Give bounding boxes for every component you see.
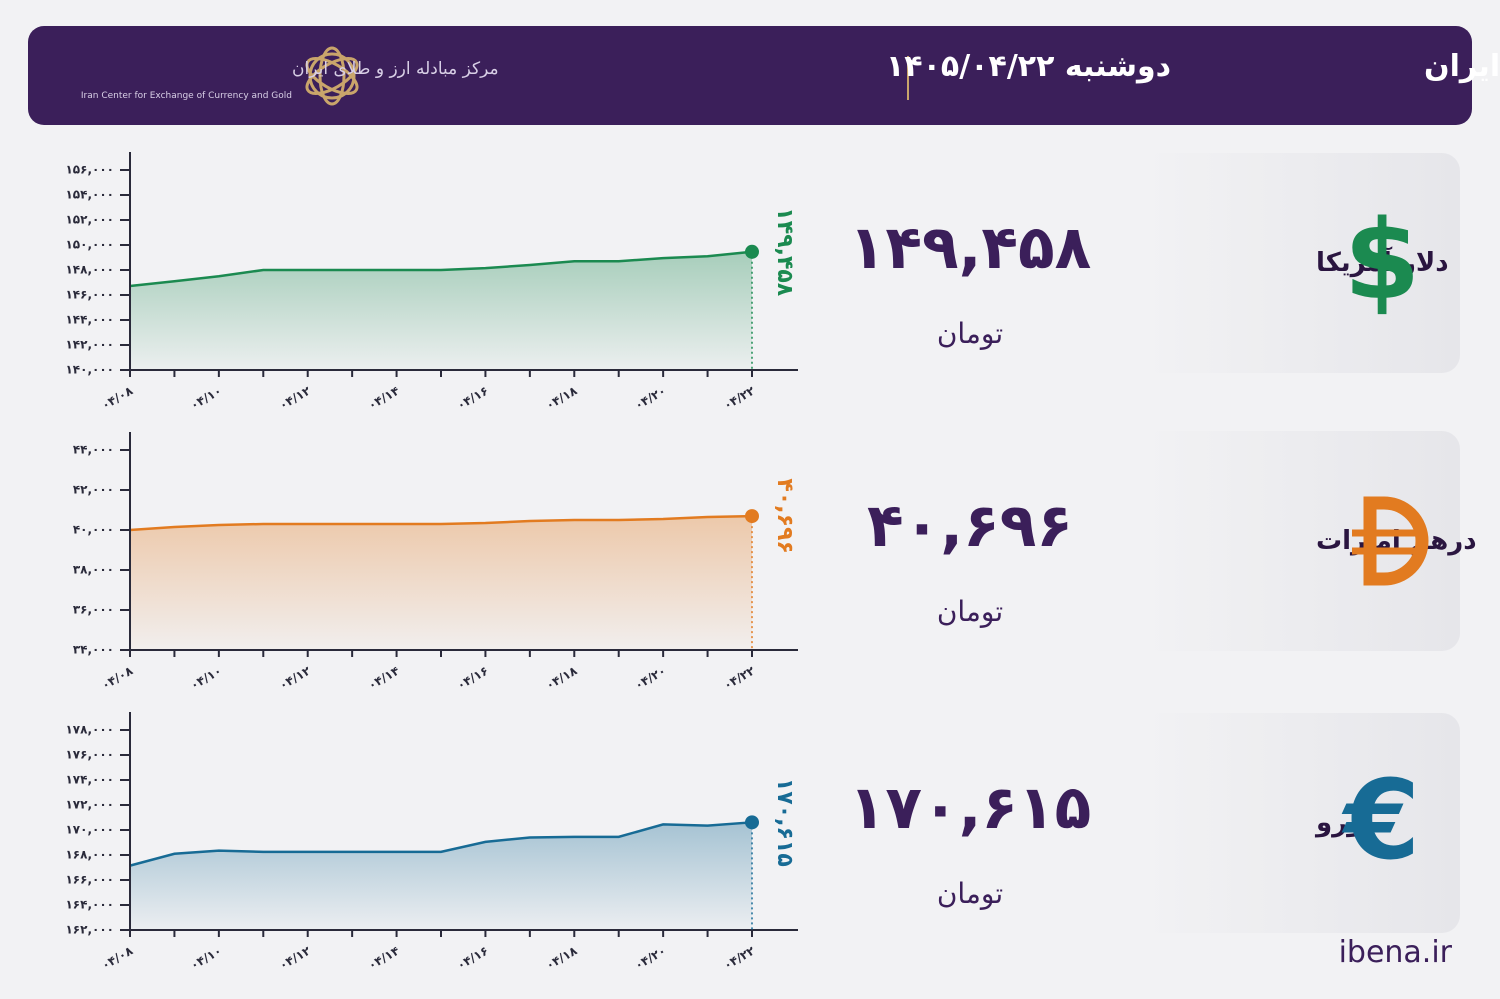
y-tick-label: ۱۶۶,۰۰۰ [65,873,114,887]
y-tick-label: ۱۴۰,۰۰۰ [65,363,114,377]
x-tick-label: ۰۴/۱۰ [188,664,224,693]
y-tick-label: ۱۷۸,۰۰۰ [65,723,114,737]
unit: تومان [937,595,1003,628]
price: ۱۴۹,۴۵۸ [849,213,1092,283]
y-tick-label: ۱۵۴,۰۰۰ [65,188,114,202]
y-tick-label: ۱۴۸,۰۰۰ [65,263,114,277]
y-tick-label: ۴۰,۰۰۰ [73,523,114,537]
x-tick-label: ۰۴/۱۲ [277,943,314,972]
end-point [745,509,759,524]
x-tick-label: ۰۴/۲۰ [632,384,668,413]
y-tick-label: ۱۷۴,۰۰۰ [65,773,114,787]
x-tick-label: ۰۴/۰۸ [99,663,136,692]
y-tick-label: ۱۶۸,۰۰۰ [65,848,114,862]
x-tick-label: ۰۴/۱۸ [543,663,580,692]
x-tick-label: ۰۴/۲۲ [721,943,758,972]
y-tick-label: ۱۴۴,۰۰۰ [65,313,114,327]
y-tick-label: ۱۷۰,۰۰۰ [65,823,114,837]
x-tick-label: ۰۴/۰۸ [99,943,136,972]
unit: تومان [937,877,1003,910]
y-tick-label: ۳۸,۰۰۰ [73,563,114,577]
currency-name: یورو [1314,808,1373,838]
y-tick-label: ۴۲,۰۰۰ [73,483,114,497]
y-tick-label: ۱۵۰,۰۰۰ [65,238,114,252]
card-panel [1140,431,1460,651]
logo-fa: مرکز مبادله ارز و طلای ایران [292,59,499,79]
currency-icon: € [1341,756,1421,884]
x-tick-label: ۰۴/۱۲ [277,383,314,412]
card-panel [1140,153,1460,373]
line [129,821,753,867]
area [130,516,752,650]
x-tick-label: ۰۴/۱۶ [455,384,491,413]
value-label: ۴۰,۶۹۶ [772,478,797,554]
y-tick-label: ۳۴,۰۰۰ [73,643,114,657]
x-tick-label: ۰۴/۱۴ [366,384,402,413]
footer: ibena.ir [1339,935,1453,970]
currency-icon: $ [1344,196,1421,324]
x-tick-label: ۰۴/۲۲ [721,383,758,412]
area [130,251,752,370]
x-tick-label: ۰۴/۱۰ [188,944,224,973]
x-tick-label: ۰۴/۱۸ [543,383,580,412]
line [129,514,753,532]
x-tick-label: ۰۴/۱۶ [455,664,491,693]
x-tick-label: ۰۴/۱۰ [188,384,224,413]
logo-en: Iran Center for Exchange of Currency and… [81,91,292,101]
x-tick-label: ۰۴/۱۴ [366,944,402,973]
end-point [745,244,759,259]
line [129,250,753,288]
value-label: ۱۷۰,۶۱۵ [772,778,797,867]
x-tick-label: ۰۴/۱۴ [366,664,402,693]
y-tick-label: ۱۷۶,۰۰۰ [65,748,114,762]
y-tick-label: ۴۴,۰۰۰ [73,443,114,457]
card-panel [1140,713,1460,933]
y-tick-label: ۱۶۲,۰۰۰ [65,923,114,937]
unit: تومان [937,317,1003,350]
x-tick-label: ۰۴/۱۲ [277,663,314,692]
x-tick-label: ۰۴/۰۸ [99,383,136,412]
currency-name: دلار آمریکا [1316,246,1449,278]
x-tick-label: ۰۴/۲۰ [632,944,668,973]
y-tick-label: ۱۶۴,۰۰۰ [65,898,114,912]
price: ۴۰,۶۹۶ [867,491,1073,561]
x-tick-label: ۰۴/۲۰ [632,664,668,693]
currency-icon [1363,496,1429,586]
header-bar [28,26,1472,125]
y-tick-label: ۱۴۲,۰۰۰ [65,338,114,352]
x-tick-label: ۰۴/۱۸ [543,943,580,972]
date: دوشنبه ۱۴۰۵/۰۴/۲۲ [886,49,1171,84]
area [130,822,752,930]
y-tick-label: ۱۴۶,۰۰۰ [65,288,114,302]
end-point [745,815,759,830]
title: نرخ قیمت ارز مرکز مبادله ایران [1424,49,1500,84]
logo-mark [305,46,359,106]
y-tick-label: ۱۷۲,۰۰۰ [65,798,114,812]
y-tick-label: ۳۶,۰۰۰ [73,603,114,617]
x-tick-label: ۰۴/۱۶ [455,944,491,973]
value-label: ۱۴۹,۴۵۸ [772,207,797,296]
price: ۱۷۰,۶۱۵ [849,773,1092,843]
x-tick-label: ۰۴/۲۲ [721,663,758,692]
y-tick-label: ۱۵۲,۰۰۰ [65,213,114,227]
y-tick-label: ۱۵۶,۰۰۰ [65,163,114,177]
